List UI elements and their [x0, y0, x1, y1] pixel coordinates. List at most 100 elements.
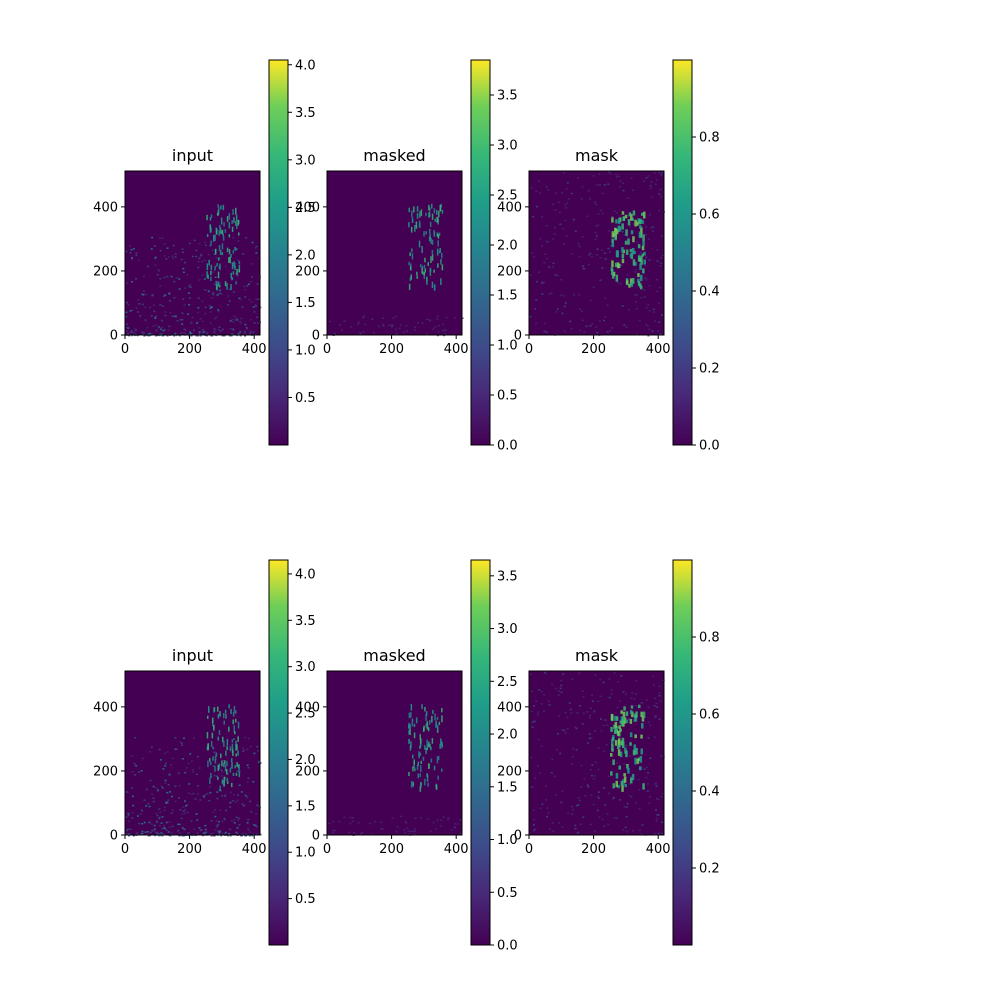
- colorbar: [268, 59, 289, 446]
- heatmap-image: [125, 171, 260, 335]
- x-tick-label: 0: [525, 342, 533, 357]
- colorbar-tick-label: 0.8: [699, 131, 720, 146]
- colorbar-tick-label: 1.0: [295, 846, 316, 861]
- colorbar-tick-label: 2.0: [497, 239, 518, 254]
- y-tick-label: 400: [93, 200, 118, 215]
- colorbar-tick-label: 0.5: [497, 389, 518, 404]
- panel-3: mask 0 200 400 0 200 400 0.0 0.2 0.4 0.6 0.8: [497, 59, 720, 454]
- colorbar: [268, 559, 289, 946]
- heatmap-texture: [529, 671, 665, 836]
- colorbar-tick-label: 3.5: [497, 89, 518, 104]
- colorbar-tick-label: 2.0: [295, 248, 316, 263]
- colorbar-tick-label: 0.6: [699, 208, 720, 223]
- x-tick-label: 0: [323, 342, 331, 357]
- y-tick-label: 200: [497, 764, 522, 779]
- colorbar-tick-label: 0.5: [295, 391, 316, 406]
- x-tick-label: 400: [242, 342, 267, 357]
- y-tick-label: 400: [497, 200, 522, 215]
- colorbar: [672, 559, 693, 946]
- x-tick-label: 200: [379, 842, 404, 857]
- y-tick-label: 200: [93, 264, 118, 279]
- y-tick-label: 400: [295, 700, 320, 715]
- panel-title: masked: [363, 646, 425, 665]
- heatmap-texture: [529, 171, 665, 337]
- colorbar-tick-label: 2.5: [295, 201, 316, 216]
- y-tick-label: 200: [295, 764, 320, 779]
- panel-title: mask: [575, 646, 619, 665]
- x-tick-label: 0: [121, 842, 129, 857]
- axes-frame: [326, 670, 463, 836]
- colorbar-tick-label: 0.5: [497, 886, 518, 901]
- x-tick-label: 0: [323, 842, 331, 857]
- colorbar-tick-label: 2.5: [295, 707, 316, 722]
- colorbar-tick-label: 0.0: [497, 439, 518, 454]
- colorbar-tick-label: 2.0: [497, 728, 518, 743]
- heatmap-texture: [125, 704, 262, 837]
- panel-1: input 0 200 400 0 200 400 0.5 1.0 1.5 2.0 2.5 3.0 3.5…: [93, 58, 316, 446]
- colorbar-tick-label: 0.0: [699, 439, 720, 454]
- x-tick-label: 200: [177, 842, 202, 857]
- colorbar-tick-label: 3.5: [295, 614, 316, 629]
- heatmap-image: [529, 671, 664, 835]
- axes-frame: [326, 170, 463, 336]
- colorbar-tick-label: 4.0: [295, 58, 316, 73]
- x-tick-label: 200: [581, 842, 606, 857]
- y-tick-label: 200: [93, 764, 118, 779]
- axes-frame: [528, 670, 665, 836]
- colorbar-tick-label: 4.0: [295, 567, 316, 582]
- colorbar-tick-label: 0.8: [699, 631, 720, 646]
- heatmap-image: [327, 671, 462, 835]
- colorbar-tick-label: 0.6: [699, 708, 720, 723]
- axes-frame: [124, 170, 261, 336]
- x-tick-label: 400: [646, 342, 671, 357]
- panel-title: input: [172, 646, 213, 665]
- axes-frame: [528, 170, 665, 336]
- y-tick-label: 0: [110, 329, 118, 344]
- heatmap-texture: [329, 203, 464, 337]
- y-tick-label: 200: [497, 264, 522, 279]
- colorbar-tick-label: 2.5: [497, 189, 518, 204]
- panel-title: mask: [575, 146, 619, 165]
- colorbar-tick-label: 0.0: [497, 939, 518, 954]
- colorbar-tick-label: 2.0: [295, 753, 316, 768]
- heatmap-image: [125, 671, 260, 835]
- y-tick-label: 0: [110, 829, 118, 844]
- y-tick-label: 0: [514, 329, 522, 344]
- colorbar-tick-label: 3.0: [497, 622, 518, 637]
- colorbar-tick-label: 2.5: [497, 675, 518, 690]
- panel-5: masked 0 200 400 0 200 400 0.0 0.5 1.0 1.5 2.0 2.5 3.…: [295, 559, 518, 954]
- panel-title: masked: [363, 146, 425, 165]
- colorbar: [470, 559, 491, 946]
- colorbar-tick-label: 0.2: [699, 862, 720, 877]
- panel-6: mask 0 200 400 0 200 400 0.2 0.4 0.6 0.8: [497, 559, 720, 946]
- x-tick-label: 200: [379, 342, 404, 357]
- y-tick-label: 0: [312, 829, 320, 844]
- colorbar: [672, 59, 693, 446]
- colorbar-tick-label: 1.5: [497, 780, 518, 795]
- colorbar-tick-label: 0.5: [295, 892, 316, 907]
- x-tick-label: 400: [444, 342, 469, 357]
- colorbar-tick-label: 1.0: [497, 833, 518, 848]
- heatmap-texture: [327, 703, 462, 836]
- x-tick-label: 400: [444, 842, 469, 857]
- colorbar-tick-label: 1.0: [295, 343, 316, 358]
- colorbar-tick-label: 3.0: [497, 139, 518, 154]
- colorbar-tick-label: 3.0: [295, 153, 316, 168]
- x-tick-label: 200: [581, 342, 606, 357]
- colorbar-tick-label: 0.4: [699, 285, 720, 300]
- axes-frame: [124, 670, 261, 836]
- panel-4: input 0 200 400 0 200 400 0.5 1.0 1.5 2.0 2.5 3.0 3.5…: [93, 559, 316, 946]
- y-tick-label: 0: [514, 829, 522, 844]
- x-tick-label: 400: [646, 842, 671, 857]
- colorbar-tick-label: 3.5: [295, 106, 316, 121]
- y-tick-label: 200: [295, 264, 320, 279]
- x-tick-label: 200: [177, 342, 202, 357]
- panel-title: input: [172, 146, 213, 165]
- panel-2: masked 0 200 400 0 200 400 0.0 0.5 1.0 1.5 2.0 2.5 3.…: [295, 59, 518, 454]
- x-tick-label: 400: [242, 842, 267, 857]
- colorbar-tick-label: 0.4: [699, 785, 720, 800]
- colorbar-tick-label: 0.2: [699, 362, 720, 377]
- colorbar-tick-label: 3.5: [497, 569, 518, 584]
- colorbar-tick-label: 1.5: [497, 289, 518, 304]
